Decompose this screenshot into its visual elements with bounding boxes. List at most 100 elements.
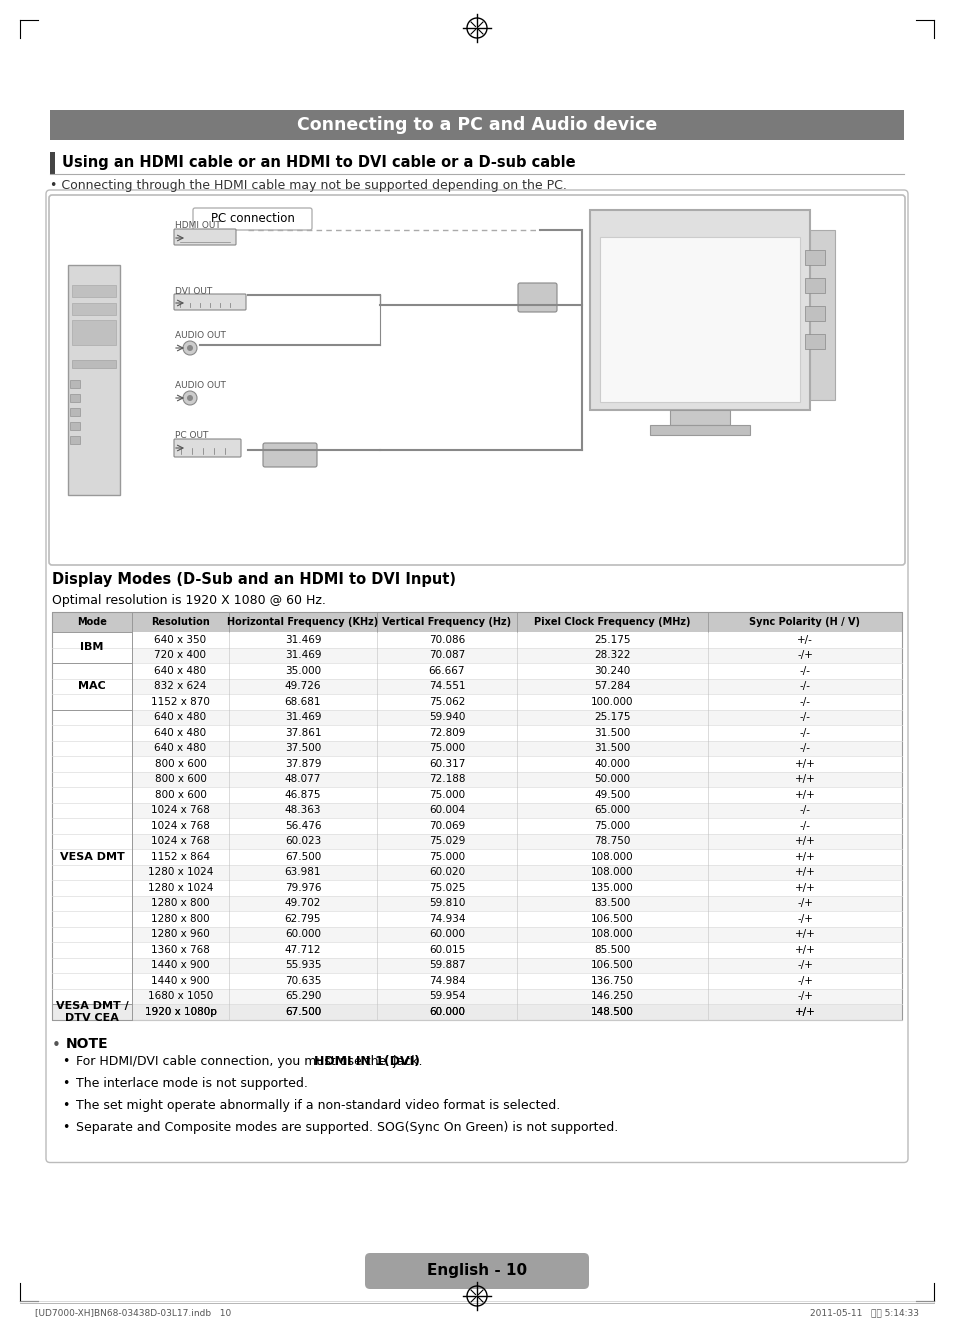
Text: HDMI OUT: HDMI OUT (174, 222, 220, 230)
Bar (71, 303, 116, 314)
Text: 37.879: 37.879 (284, 758, 321, 769)
Bar (52, 974, 901, 988)
Text: 1440 x 900: 1440 x 900 (151, 960, 210, 970)
FancyBboxPatch shape (173, 295, 246, 310)
Text: 60.000: 60.000 (285, 929, 320, 939)
Text: 70.086: 70.086 (429, 635, 465, 645)
Text: 59.810: 59.810 (428, 898, 465, 909)
Text: 1360 x 768: 1360 x 768 (151, 945, 210, 955)
Text: 75.000: 75.000 (429, 790, 464, 799)
Text: -/-: -/- (799, 696, 810, 707)
Text: Vertical Frequency (Hz): Vertical Frequency (Hz) (382, 617, 511, 627)
Text: Using an HDMI cable or an HDMI to DVI cable or a D-sub cable: Using an HDMI cable or an HDMI to DVI ca… (62, 156, 575, 170)
Bar (804, 334, 824, 349)
Text: 1280 x 960: 1280 x 960 (151, 929, 210, 939)
FancyBboxPatch shape (49, 196, 904, 565)
Text: AUDIO OUT: AUDIO OUT (174, 332, 226, 341)
Text: 60.004: 60.004 (429, 806, 464, 815)
Text: 35.000: 35.000 (285, 666, 321, 676)
Text: 100.000: 100.000 (591, 696, 633, 707)
Text: +/+: +/+ (794, 758, 815, 769)
Text: +/+: +/+ (794, 836, 815, 847)
Text: 48.077: 48.077 (285, 774, 321, 785)
Text: 37.500: 37.500 (285, 744, 321, 753)
Text: -/-: -/- (799, 820, 810, 831)
Text: 74.551: 74.551 (428, 682, 465, 691)
Text: 83.500: 83.500 (594, 898, 630, 909)
Text: 60.000: 60.000 (429, 929, 464, 939)
Text: HDMI IN 1(DVI): HDMI IN 1(DVI) (314, 1055, 419, 1069)
Circle shape (187, 395, 193, 402)
Text: VESA DMT /
DTV CEA: VESA DMT / DTV CEA (55, 1001, 129, 1022)
Text: 28.322: 28.322 (594, 650, 630, 660)
Text: •: • (62, 1078, 70, 1091)
Text: NOTE: NOTE (66, 1037, 109, 1052)
Text: 47.712: 47.712 (284, 945, 321, 955)
Text: 1024 x 768: 1024 x 768 (151, 836, 210, 847)
Text: +/+: +/+ (794, 1007, 815, 1017)
Text: 59.887: 59.887 (428, 960, 465, 970)
Text: 60.020: 60.020 (429, 868, 464, 877)
Text: 65.000: 65.000 (594, 806, 630, 815)
Text: 640 x 480: 640 x 480 (154, 744, 207, 753)
Text: VESA DMT: VESA DMT (59, 852, 124, 861)
Text: 1024 x 768: 1024 x 768 (151, 820, 210, 831)
Bar (52, 679, 901, 694)
Text: 2011-05-11   오후 5:14:33: 2011-05-11 오후 5:14:33 (809, 1309, 918, 1317)
Text: PC OUT: PC OUT (174, 432, 208, 440)
Text: • Connecting through the HDMI cable may not be supported depending on the PC.: • Connecting through the HDMI cable may … (50, 180, 566, 193)
Bar (71, 285, 116, 297)
Text: -/+: -/+ (796, 960, 812, 970)
Text: +/+: +/+ (794, 790, 815, 799)
Text: 67.500: 67.500 (285, 1007, 321, 1017)
Text: 67.500: 67.500 (285, 1007, 321, 1017)
Text: 106.500: 106.500 (591, 914, 633, 923)
FancyBboxPatch shape (193, 207, 312, 230)
Text: 62.795: 62.795 (284, 914, 321, 923)
Text: 136.750: 136.750 (590, 976, 634, 985)
Text: 31.469: 31.469 (284, 712, 321, 723)
Text: 37.861: 37.861 (284, 728, 321, 737)
Text: Sync Polarity (H / V): Sync Polarity (H / V) (749, 617, 860, 627)
Bar (52, 911, 901, 926)
Text: 59.940: 59.940 (428, 712, 465, 723)
FancyBboxPatch shape (173, 229, 235, 244)
Bar (71, 320, 116, 345)
Text: 1152 x 870: 1152 x 870 (151, 696, 210, 707)
Text: •: • (62, 1055, 70, 1069)
Bar (52, 631, 132, 663)
Text: 65.290: 65.290 (285, 991, 321, 1001)
Text: +/-: +/- (796, 635, 812, 645)
Text: [UD7000-XH]BN68-03438D-03L17.indb   10: [UD7000-XH]BN68-03438D-03L17.indb 10 (35, 1309, 231, 1317)
Text: 70.069: 70.069 (429, 820, 465, 831)
Text: 135.000: 135.000 (591, 882, 633, 893)
Bar (52, 896, 901, 911)
Bar (70, 408, 80, 416)
Text: The set might operate abnormally if a non-standard video format is selected.: The set might operate abnormally if a no… (76, 1099, 559, 1112)
Text: AUDIO OUT: AUDIO OUT (174, 382, 226, 391)
Text: 49.702: 49.702 (285, 898, 321, 909)
Bar (70, 380, 80, 388)
Text: 56.476: 56.476 (284, 820, 321, 831)
Text: 75.025: 75.025 (428, 882, 465, 893)
Text: 1280 x 800: 1280 x 800 (151, 898, 210, 909)
Text: 108.000: 108.000 (591, 868, 633, 877)
Text: -/-: -/- (799, 682, 810, 691)
Text: Horizontal Frequency (KHz): Horizontal Frequency (KHz) (227, 617, 378, 627)
Bar (52, 709, 132, 1004)
Bar (804, 306, 824, 321)
Text: 70.087: 70.087 (429, 650, 465, 660)
Text: 60.000: 60.000 (429, 1007, 464, 1017)
Text: 72.809: 72.809 (428, 728, 465, 737)
Text: Mode: Mode (77, 617, 107, 627)
Text: English - 10: English - 10 (427, 1263, 526, 1279)
Text: 146.250: 146.250 (590, 991, 634, 1001)
Text: 60.015: 60.015 (429, 945, 465, 955)
Text: 75.000: 75.000 (594, 820, 630, 831)
Text: PC connection: PC connection (211, 213, 294, 226)
Bar (52, 663, 901, 679)
Text: 108.000: 108.000 (591, 852, 633, 861)
Text: IBM: IBM (80, 642, 104, 653)
Text: Resolution: Resolution (151, 617, 210, 627)
Text: 46.875: 46.875 (284, 790, 321, 799)
